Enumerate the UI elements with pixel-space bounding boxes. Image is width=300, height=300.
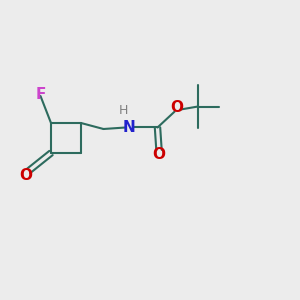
Text: O: O <box>152 147 166 162</box>
Text: O: O <box>19 168 32 183</box>
Text: H: H <box>119 104 128 118</box>
Text: F: F <box>35 87 46 102</box>
Text: N: N <box>123 120 135 135</box>
Text: O: O <box>170 100 184 116</box>
